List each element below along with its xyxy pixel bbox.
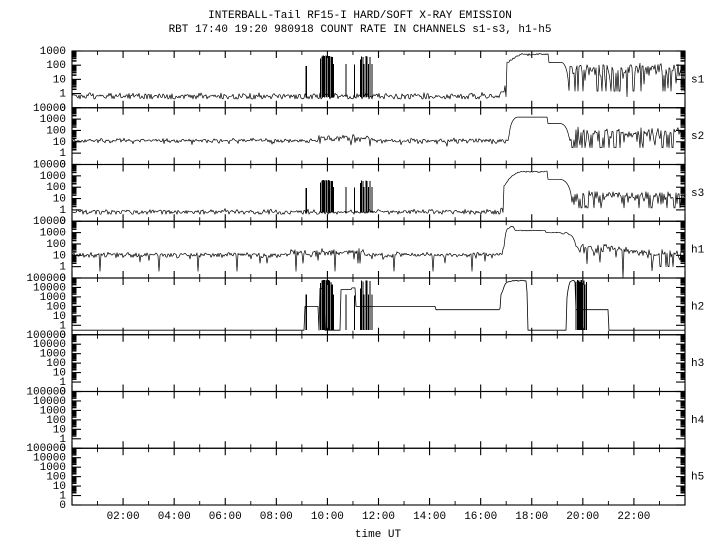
svg-text:INTERBALL-Tail RF15-I HARD/SOF: INTERBALL-Tail RF15-I HARD/SOFT X-RAY EM…	[208, 10, 512, 22]
svg-text:100: 100	[46, 60, 66, 72]
svg-text:h4: h4	[691, 415, 705, 427]
svg-text:16:00: 16:00	[464, 511, 497, 523]
svg-text:22:00: 22:00	[617, 511, 650, 523]
svg-text:s1: s1	[691, 74, 705, 86]
svg-text:1000: 1000	[40, 171, 66, 183]
svg-text:10:00: 10:00	[311, 511, 344, 523]
svg-text:1000: 1000	[40, 114, 66, 126]
svg-text:08:00: 08:00	[260, 511, 293, 523]
svg-text:1000: 1000	[40, 228, 66, 240]
svg-text:h5: h5	[691, 472, 704, 484]
svg-text:h3: h3	[691, 358, 704, 370]
svg-text:10: 10	[53, 194, 66, 206]
svg-text:14:00: 14:00	[413, 511, 446, 523]
svg-text:1: 1	[59, 205, 66, 217]
svg-text:h2: h2	[691, 301, 704, 313]
svg-text:s2: s2	[691, 131, 704, 143]
svg-text:06:00: 06:00	[209, 511, 242, 523]
svg-text:100: 100	[46, 182, 66, 194]
svg-text:s3: s3	[691, 188, 704, 200]
svg-text:0: 0	[59, 500, 66, 512]
svg-text:100: 100	[46, 125, 66, 137]
svg-text:1: 1	[59, 148, 66, 160]
svg-text:10: 10	[53, 74, 66, 86]
svg-text:10: 10	[53, 137, 66, 149]
svg-text:1000: 1000	[40, 46, 66, 58]
svg-text:18:00: 18:00	[515, 511, 548, 523]
svg-text:10000: 10000	[33, 160, 66, 172]
svg-text:RBT 17:40 19:20 980918 COUNT: RBT 17:40 19:20 980918 COUNT RATE IN CHA…	[169, 24, 552, 36]
svg-text:1: 1	[59, 89, 66, 101]
svg-text:1: 1	[59, 262, 66, 274]
svg-text:100: 100	[46, 239, 66, 251]
svg-text:20:00: 20:00	[566, 511, 599, 523]
svg-text:10: 10	[53, 250, 66, 262]
svg-text:10000: 10000	[33, 103, 66, 115]
svg-text:h1: h1	[691, 245, 705, 257]
svg-text:04:00: 04:00	[158, 511, 191, 523]
svg-text:time UT: time UT	[355, 529, 402, 541]
svg-text:10000: 10000	[33, 216, 66, 228]
svg-text:12:00: 12:00	[362, 511, 395, 523]
svg-text:02:00: 02:00	[107, 511, 140, 523]
